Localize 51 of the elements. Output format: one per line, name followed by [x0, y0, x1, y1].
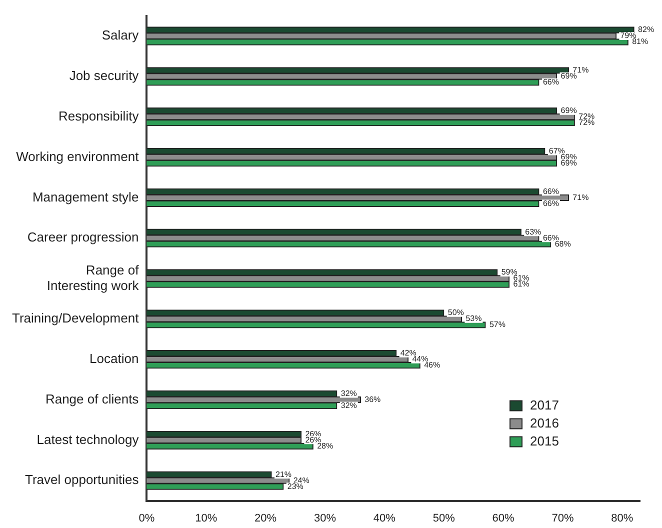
- x-tick-label: 70%: [552, 512, 574, 524]
- data-label: 26%: [305, 435, 322, 444]
- data-label: 50%: [448, 308, 464, 318]
- y-tick-label: Range of clients: [45, 391, 140, 406]
- data-label: 36%: [364, 394, 381, 404]
- x-tick-label: 40%: [373, 512, 396, 524]
- y-tick-label: Career progression: [27, 230, 139, 245]
- data-label: 44%: [412, 354, 428, 364]
- data-label: 46%: [424, 360, 440, 370]
- data-label: 63%: [525, 227, 542, 236]
- data-label: 66%: [542, 186, 559, 196]
- y-tick-label: Job security: [69, 68, 140, 84]
- y-tick-label: Responsibility: [58, 108, 140, 124]
- data-label: 67%: [548, 146, 565, 156]
- data-label: 69%: [560, 152, 577, 162]
- data-label: 32%: [340, 400, 357, 410]
- y-tick-label: Location: [90, 350, 139, 366]
- legend-label: 2015: [530, 433, 559, 448]
- x-tick-label: 0%: [138, 512, 155, 524]
- data-label: 69%: [560, 72, 577, 81]
- x-tick-label: 20%: [254, 512, 277, 524]
- data-label: 66%: [542, 198, 559, 208]
- legend-label: 2017: [530, 397, 559, 412]
- x-tick-label: 60%: [492, 512, 515, 524]
- x-tick-label: 10%: [195, 512, 218, 524]
- data-label: 66%: [542, 78, 559, 87]
- data-label: 82%: [638, 25, 654, 34]
- legend-label: 2016: [530, 415, 559, 430]
- x-tick-label: 80%: [611, 512, 634, 524]
- data-label: 69%: [560, 158, 577, 168]
- data-label: 57%: [489, 320, 506, 330]
- x-tick-label: 50%: [432, 512, 456, 524]
- y-tick-label: Management style: [32, 189, 139, 204]
- y-tick-label: Range of Interesting work: [46, 262, 140, 293]
- data-label: 53%: [466, 314, 482, 324]
- data-label: 61%: [513, 280, 530, 289]
- data-label: 66%: [542, 233, 559, 242]
- data-label: 69%: [560, 106, 577, 116]
- y-tick-label: Training/Development: [12, 310, 140, 326]
- y-tick-label: Working environment: [16, 148, 140, 164]
- data-label: 32%: [340, 388, 357, 398]
- data-label: 23%: [287, 482, 304, 491]
- data-label: 21%: [276, 470, 292, 479]
- y-tick-label: Latest technology: [36, 432, 140, 447]
- y-tick-label: Travel opportunities: [25, 472, 140, 488]
- data-label: 28%: [317, 441, 334, 450]
- data-label: 71%: [572, 192, 589, 202]
- x-tick-label: 30%: [314, 512, 336, 524]
- y-tick-label: Salary: [102, 28, 140, 43]
- data-label: 72%: [578, 118, 595, 128]
- data-label: 68%: [554, 239, 571, 248]
